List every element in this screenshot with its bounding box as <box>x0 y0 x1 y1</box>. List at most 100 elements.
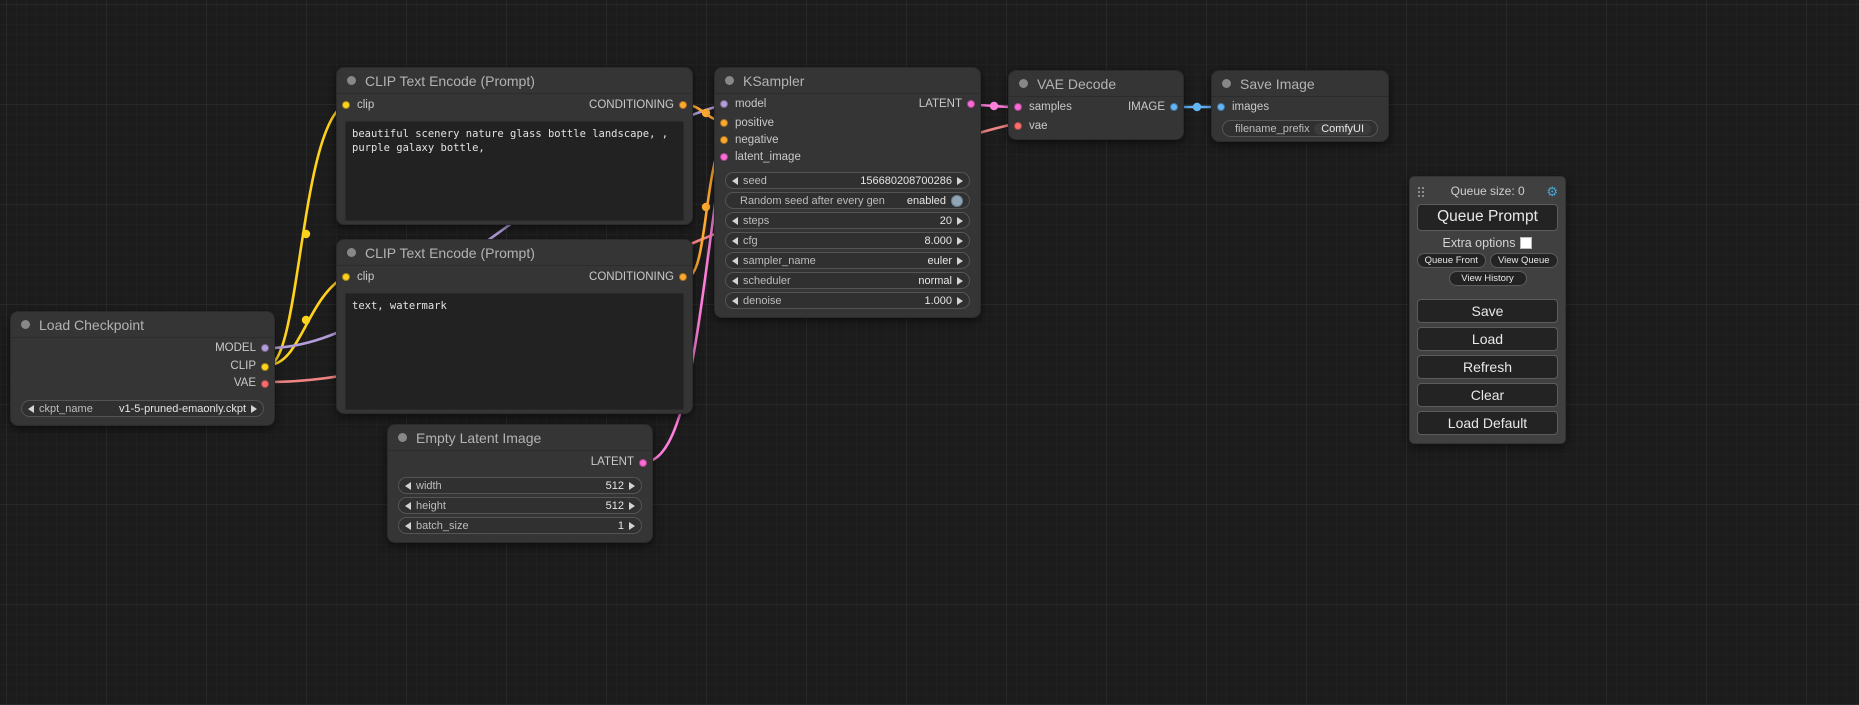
input-slot-latent-image[interactable]: latent_image <box>715 148 980 165</box>
refresh-button[interactable]: Refresh <box>1417 355 1558 379</box>
increment-arrow-icon[interactable] <box>957 236 963 245</box>
output-slot-vae[interactable]: VAE <box>11 375 274 392</box>
extra-options-row[interactable]: Extra options <box>1417 236 1558 250</box>
collapse-dot-icon[interactable] <box>21 320 30 329</box>
view-history-button[interactable]: View History <box>1448 271 1527 286</box>
slot-row-clip-cond-negative[interactable]: clip CONDITIONING <box>337 266 692 288</box>
widget-batch-size[interactable]: batch_size 1 <box>398 517 642 534</box>
widget-filename-prefix[interactable]: filename_prefix ComfyUI <box>1222 120 1378 137</box>
node-save-image[interactable]: Save Image images filename_prefix ComfyU… <box>1211 70 1389 142</box>
decrement-arrow-icon[interactable] <box>405 481 411 490</box>
port-dot-images[interactable] <box>1217 103 1225 111</box>
node-title-ksampler[interactable]: KSampler <box>715 68 980 94</box>
widget-sampler-name[interactable]: sampler_name euler <box>725 252 970 269</box>
save-button[interactable]: Save <box>1417 299 1558 323</box>
decrement-arrow-icon[interactable] <box>405 501 411 510</box>
node-title-clip-positive[interactable]: CLIP Text Encode (Prompt) <box>337 68 692 94</box>
node-clip-text-encode-positive[interactable]: CLIP Text Encode (Prompt) clip CONDITION… <box>336 67 693 225</box>
collapse-dot-icon[interactable] <box>347 248 356 257</box>
gear-icon[interactable]: ⚙ <box>1546 183 1558 199</box>
collapse-dot-icon[interactable] <box>398 433 407 442</box>
widget-value[interactable]: ComfyUI <box>1314 122 1371 135</box>
port-dot-clip-in[interactable] <box>342 273 350 281</box>
port-dot-clip[interactable] <box>261 362 269 371</box>
drag-handle-icon[interactable] <box>1417 185 1425 197</box>
increment-arrow-icon[interactable] <box>957 176 963 185</box>
node-empty-latent-image[interactable]: Empty Latent Image LATENT width 512 heig… <box>387 424 653 543</box>
input-slot-vae[interactable]: vae <box>1009 117 1183 134</box>
port-dot-model[interactable] <box>261 344 269 352</box>
port-dot-latent-out[interactable] <box>967 100 975 108</box>
decrement-arrow-icon[interactable] <box>732 216 738 225</box>
collapse-dot-icon[interactable] <box>1019 79 1028 88</box>
node-clip-text-encode-negative[interactable]: CLIP Text Encode (Prompt) clip CONDITION… <box>336 239 693 414</box>
collapse-dot-icon[interactable] <box>725 76 734 85</box>
widget-random-seed-toggle[interactable]: Random seed after every gen enabled <box>725 192 970 209</box>
node-title-save-image[interactable]: Save Image <box>1212 71 1388 97</box>
widget-width[interactable]: width 512 <box>398 477 642 494</box>
node-title-vae-decode[interactable]: VAE Decode <box>1009 71 1183 97</box>
widget-cfg[interactable]: cfg 8.000 <box>725 232 970 249</box>
prompt-textarea-negative[interactable]: text, watermark <box>345 293 684 410</box>
port-dot-model-in[interactable] <box>720 100 728 108</box>
decrement-arrow-icon[interactable] <box>732 296 738 305</box>
increment-arrow-icon[interactable] <box>251 404 257 413</box>
comfy-menu-panel[interactable]: Queue size: 0 ⚙ Queue Prompt Extra optio… <box>1409 176 1566 444</box>
output-slot-model[interactable]: MODEL <box>11 338 274 358</box>
node-title-load-checkpoint[interactable]: Load Checkpoint <box>11 312 274 338</box>
widget-denoise[interactable]: denoise 1.000 <box>725 292 970 309</box>
decrement-arrow-icon[interactable] <box>405 521 411 530</box>
port-dot-latent-out[interactable] <box>639 458 647 467</box>
prompt-textarea-positive[interactable]: beautiful scenery nature glass bottle la… <box>345 121 684 221</box>
widget-seed[interactable]: seed 156680208700286 <box>725 172 970 189</box>
slot-row-clip-cond-positive[interactable]: clip CONDITIONING <box>337 94 692 116</box>
port-dot-vae[interactable] <box>261 379 269 388</box>
port-dot-image-out[interactable] <box>1170 103 1178 111</box>
collapse-dot-icon[interactable] <box>1222 79 1231 88</box>
increment-arrow-icon[interactable] <box>957 256 963 265</box>
decrement-arrow-icon[interactable] <box>28 404 34 413</box>
output-slot-latent[interactable]: LATENT <box>388 451 652 474</box>
output-slot-clip[interactable]: CLIP <box>11 358 274 375</box>
queue-front-button[interactable]: Queue Front <box>1417 253 1486 268</box>
port-dot-clip-in[interactable] <box>342 101 350 109</box>
port-dot-conditioning-out[interactable] <box>679 273 687 281</box>
increment-arrow-icon[interactable] <box>957 296 963 305</box>
node-title-clip-negative[interactable]: CLIP Text Encode (Prompt) <box>337 240 692 266</box>
extra-options-checkbox[interactable] <box>1520 237 1533 249</box>
decrement-arrow-icon[interactable] <box>732 256 738 265</box>
widget-ckpt-name[interactable]: ckpt_name v1-5-pruned-emaonly.ckpt <box>21 400 264 417</box>
toggle-knob-icon[interactable] <box>951 194 963 207</box>
load-button[interactable]: Load <box>1417 327 1558 351</box>
collapse-dot-icon[interactable] <box>347 76 356 85</box>
input-slot-negative[interactable]: negative <box>715 131 980 148</box>
decrement-arrow-icon[interactable] <box>732 276 738 285</box>
view-queue-button[interactable]: View Queue <box>1489 253 1558 268</box>
input-slot-images[interactable]: images <box>1212 97 1388 117</box>
node-vae-decode[interactable]: VAE Decode samples IMAGE vae <box>1008 70 1184 140</box>
queue-prompt-button[interactable]: Queue Prompt <box>1417 204 1558 231</box>
port-dot-positive[interactable] <box>720 118 728 127</box>
increment-arrow-icon[interactable] <box>629 481 635 490</box>
node-ksampler[interactable]: KSampler model LATENT positive negative … <box>714 67 981 318</box>
decrement-arrow-icon[interactable] <box>732 176 738 185</box>
increment-arrow-icon[interactable] <box>629 521 635 530</box>
widget-height[interactable]: height 512 <box>398 497 642 514</box>
node-load-checkpoint[interactable]: Load Checkpoint MODEL CLIP VAE ckpt_name… <box>10 311 275 426</box>
menu-header[interactable]: Queue size: 0 ⚙ <box>1417 182 1558 200</box>
decrement-arrow-icon[interactable] <box>732 236 738 245</box>
load-default-button[interactable]: Load Default <box>1417 411 1558 435</box>
port-dot-vae-in[interactable] <box>1014 121 1022 130</box>
port-dot-latent-image[interactable] <box>720 152 728 161</box>
widget-steps[interactable]: steps 20 <box>725 212 970 229</box>
input-slot-positive[interactable]: positive <box>715 114 980 131</box>
port-dot-conditioning-out[interactable] <box>679 101 687 109</box>
port-dot-samples[interactable] <box>1014 103 1022 111</box>
clear-button[interactable]: Clear <box>1417 383 1558 407</box>
increment-arrow-icon[interactable] <box>957 216 963 225</box>
increment-arrow-icon[interactable] <box>629 501 635 510</box>
port-dot-negative[interactable] <box>720 135 728 144</box>
widget-scheduler[interactable]: scheduler normal <box>725 272 970 289</box>
slot-row-samples-image[interactable]: samples IMAGE <box>1009 97 1183 117</box>
